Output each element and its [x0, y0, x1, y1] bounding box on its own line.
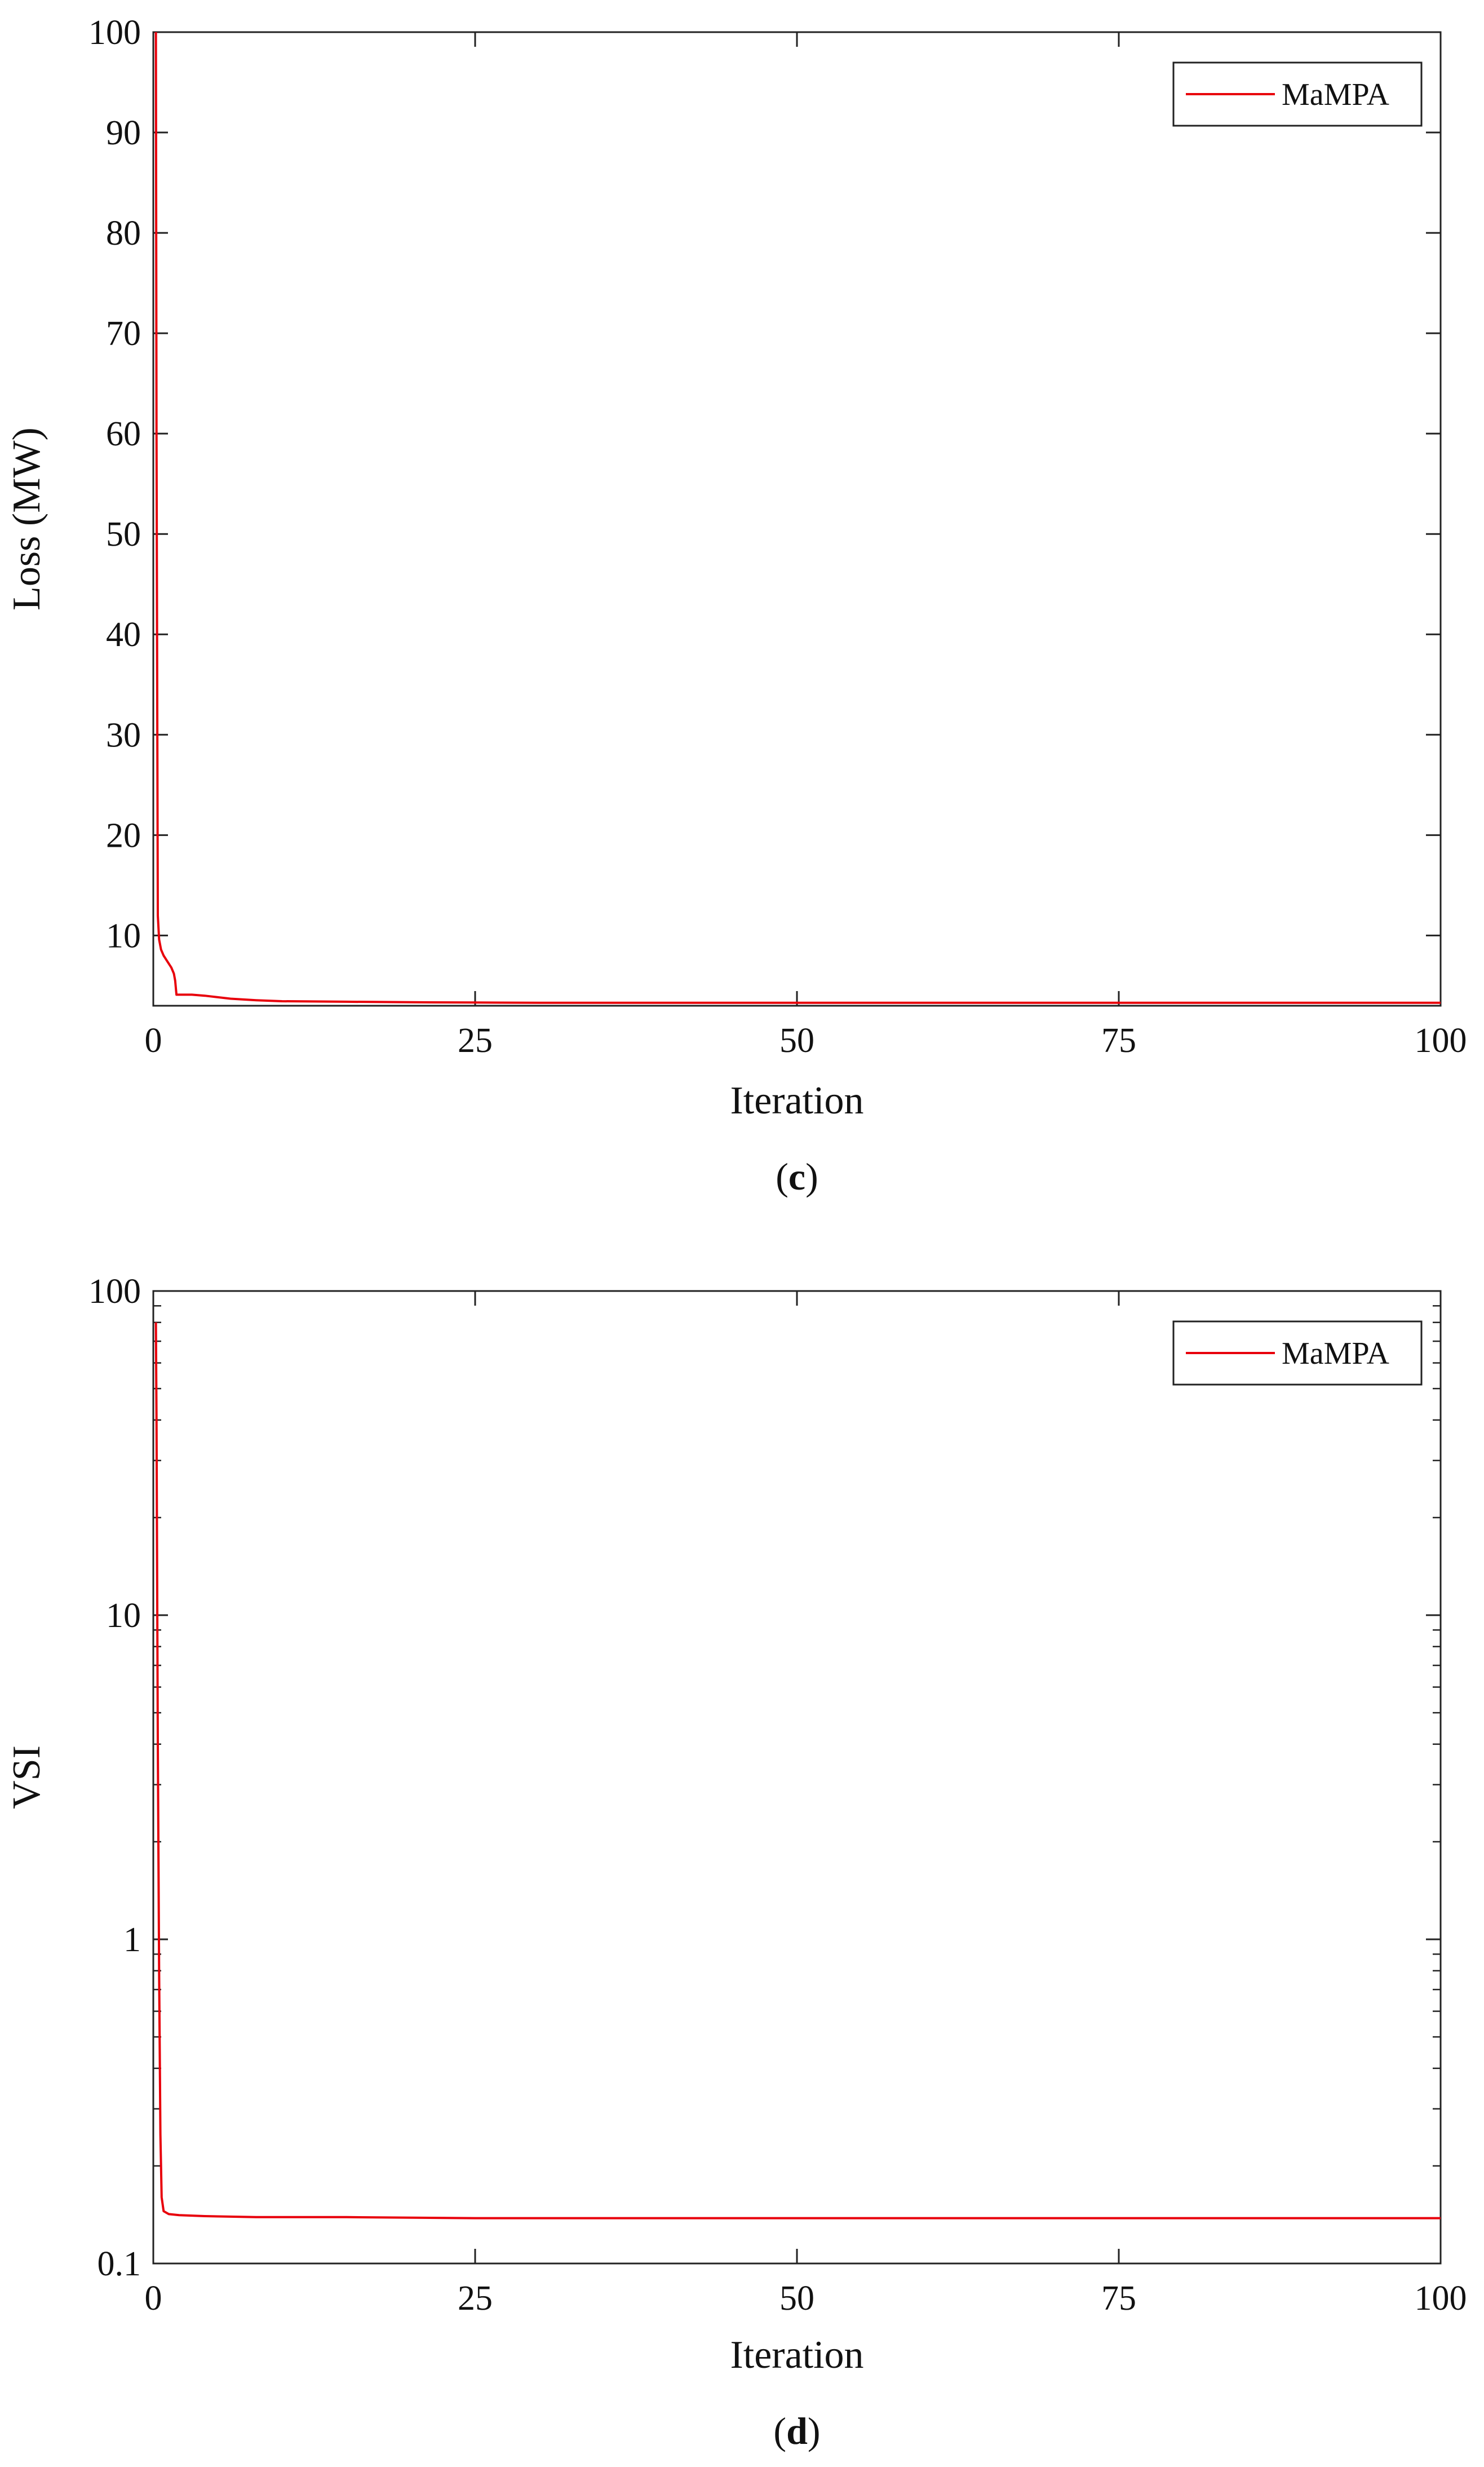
x-tick-label: 25 — [458, 1022, 493, 1060]
y-tick-label: 70 — [106, 315, 141, 353]
legend-label: MaMPA — [1282, 77, 1389, 112]
x-tick-label: 50 — [779, 2279, 814, 2318]
y-tick-label: 1 — [123, 1921, 141, 1959]
panel-caption: (d) — [773, 2409, 820, 2452]
x-tick-label: 75 — [1101, 1022, 1136, 1060]
y-tick-label: 100 — [88, 1272, 141, 1311]
legend-box — [1172, 1320, 1423, 1386]
y-tick-label: 50 — [106, 515, 141, 554]
vsi-chart: 0 25 50 75 100 0.1 1 10 100 Iteration VSI MaMPA (d) — [5, 1272, 1467, 2452]
x-axis-label: Iteration — [730, 2333, 863, 2377]
y-tick-label: 10 — [106, 1597, 141, 1635]
y-tick-label: 0.1 — [98, 2245, 141, 2283]
y-tick-label: 80 — [106, 214, 141, 253]
plot-frame — [152, 1290, 1442, 2265]
y-axis-label: VSI — [5, 1745, 48, 1809]
y-tick-label: 100 — [88, 14, 141, 52]
series-line-mampa — [154, 32, 1441, 1004]
x-tick-label: 25 — [458, 2279, 493, 2318]
plot-frame — [152, 31, 1442, 1007]
y-tick-label: 60 — [106, 415, 141, 453]
legend-label: MaMPA — [1282, 1336, 1389, 1371]
x-tick-label: 0 — [145, 1022, 162, 1060]
panel-caption: (c) — [776, 1155, 818, 1198]
y-tick-label: 30 — [106, 716, 141, 754]
x-axis-label: Iteration — [730, 1079, 863, 1122]
x-tick-label: 100 — [1415, 1022, 1467, 1060]
x-tick-label: 100 — [1415, 2279, 1467, 2318]
y-axis-label: Loss (MW) — [5, 427, 48, 611]
series-line-mampa — [154, 1322, 1441, 2220]
y-tick-label: 90 — [106, 114, 141, 152]
x-tick-label: 75 — [1101, 2279, 1136, 2318]
y-tick-label: 40 — [106, 616, 141, 654]
loss-chart: 0 25 50 75 100 10 20 30 40 50 60 70 80 90 100 Iteration… — [5, 14, 1467, 1198]
x-tick-label: 50 — [779, 1022, 814, 1060]
x-tick-label: 0 — [145, 2279, 162, 2318]
y-tick-label: 20 — [106, 816, 141, 855]
y-tick-label: 10 — [106, 917, 141, 955]
